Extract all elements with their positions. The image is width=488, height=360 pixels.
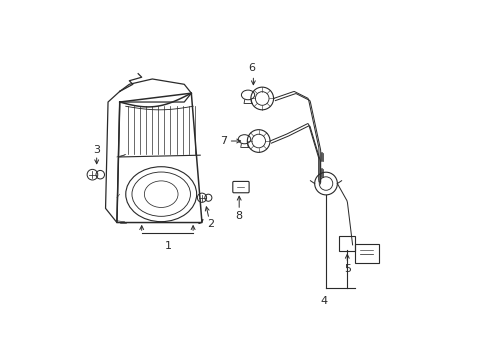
Text: 4: 4 — [320, 296, 327, 306]
Text: 5: 5 — [343, 264, 350, 274]
Text: 7: 7 — [219, 136, 226, 146]
Text: 1: 1 — [164, 240, 171, 251]
Text: 8: 8 — [235, 211, 242, 221]
Text: 3: 3 — [93, 145, 100, 155]
Text: 2: 2 — [207, 219, 214, 229]
Text: 6: 6 — [247, 63, 255, 73]
